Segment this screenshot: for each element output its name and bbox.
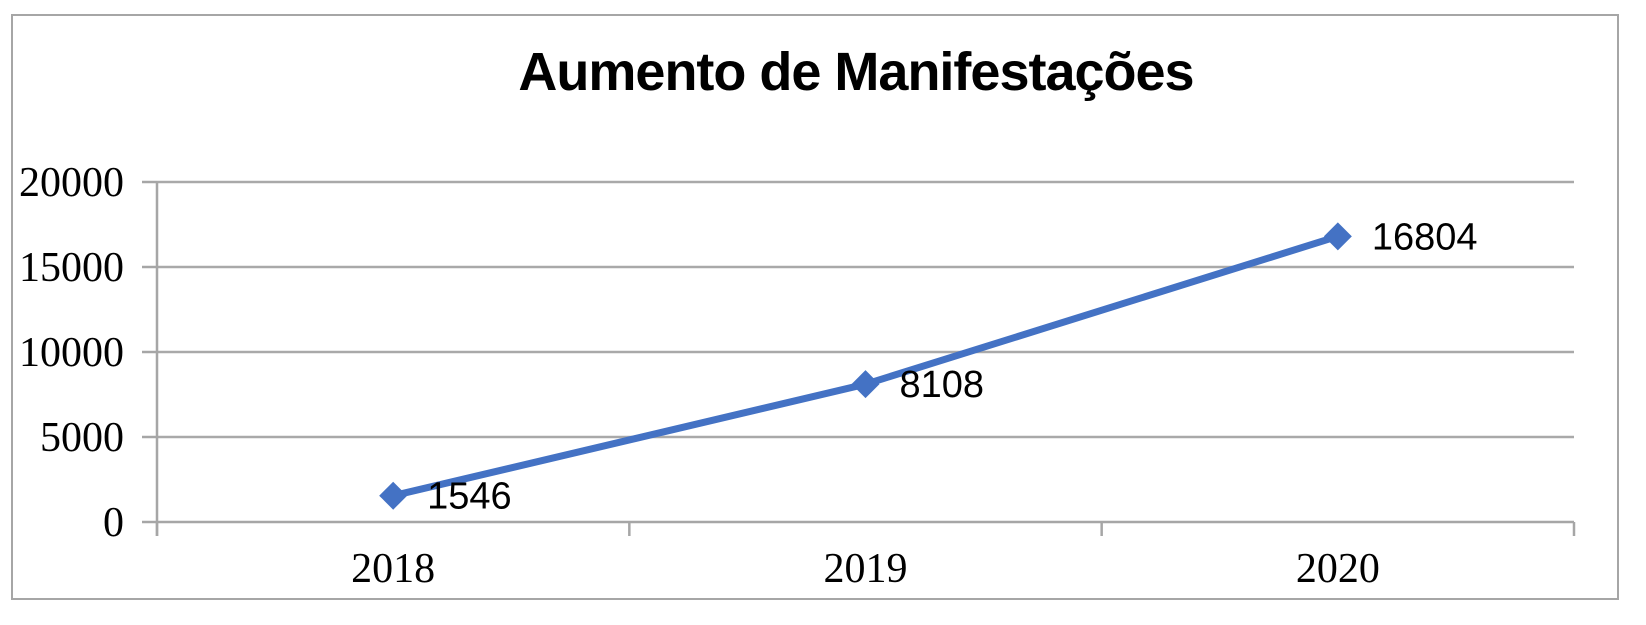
x-axis-label: 2019 bbox=[824, 546, 908, 592]
y-axis-label: 15000 bbox=[19, 245, 124, 291]
data-point-label: 16804 bbox=[1372, 216, 1478, 258]
data-point-label: 1546 bbox=[427, 476, 512, 518]
y-axis-label: 20000 bbox=[19, 160, 124, 206]
chart-title: Aumento de Manifestações bbox=[518, 42, 1194, 102]
data-point-marker bbox=[851, 370, 880, 399]
chart-border-frame bbox=[11, 14, 1619, 600]
y-axis-label: 5000 bbox=[40, 415, 124, 461]
data-point-marker bbox=[379, 481, 408, 510]
data-point-label: 8108 bbox=[900, 364, 985, 406]
x-axis-label: 2020 bbox=[1296, 546, 1380, 592]
y-axis-label: 0 bbox=[103, 500, 124, 546]
data-series-line bbox=[389, 232, 1342, 500]
x-axis-label: 2018 bbox=[351, 546, 435, 592]
data-point-marker bbox=[1323, 222, 1352, 251]
y-axis-label: 10000 bbox=[19, 330, 124, 376]
